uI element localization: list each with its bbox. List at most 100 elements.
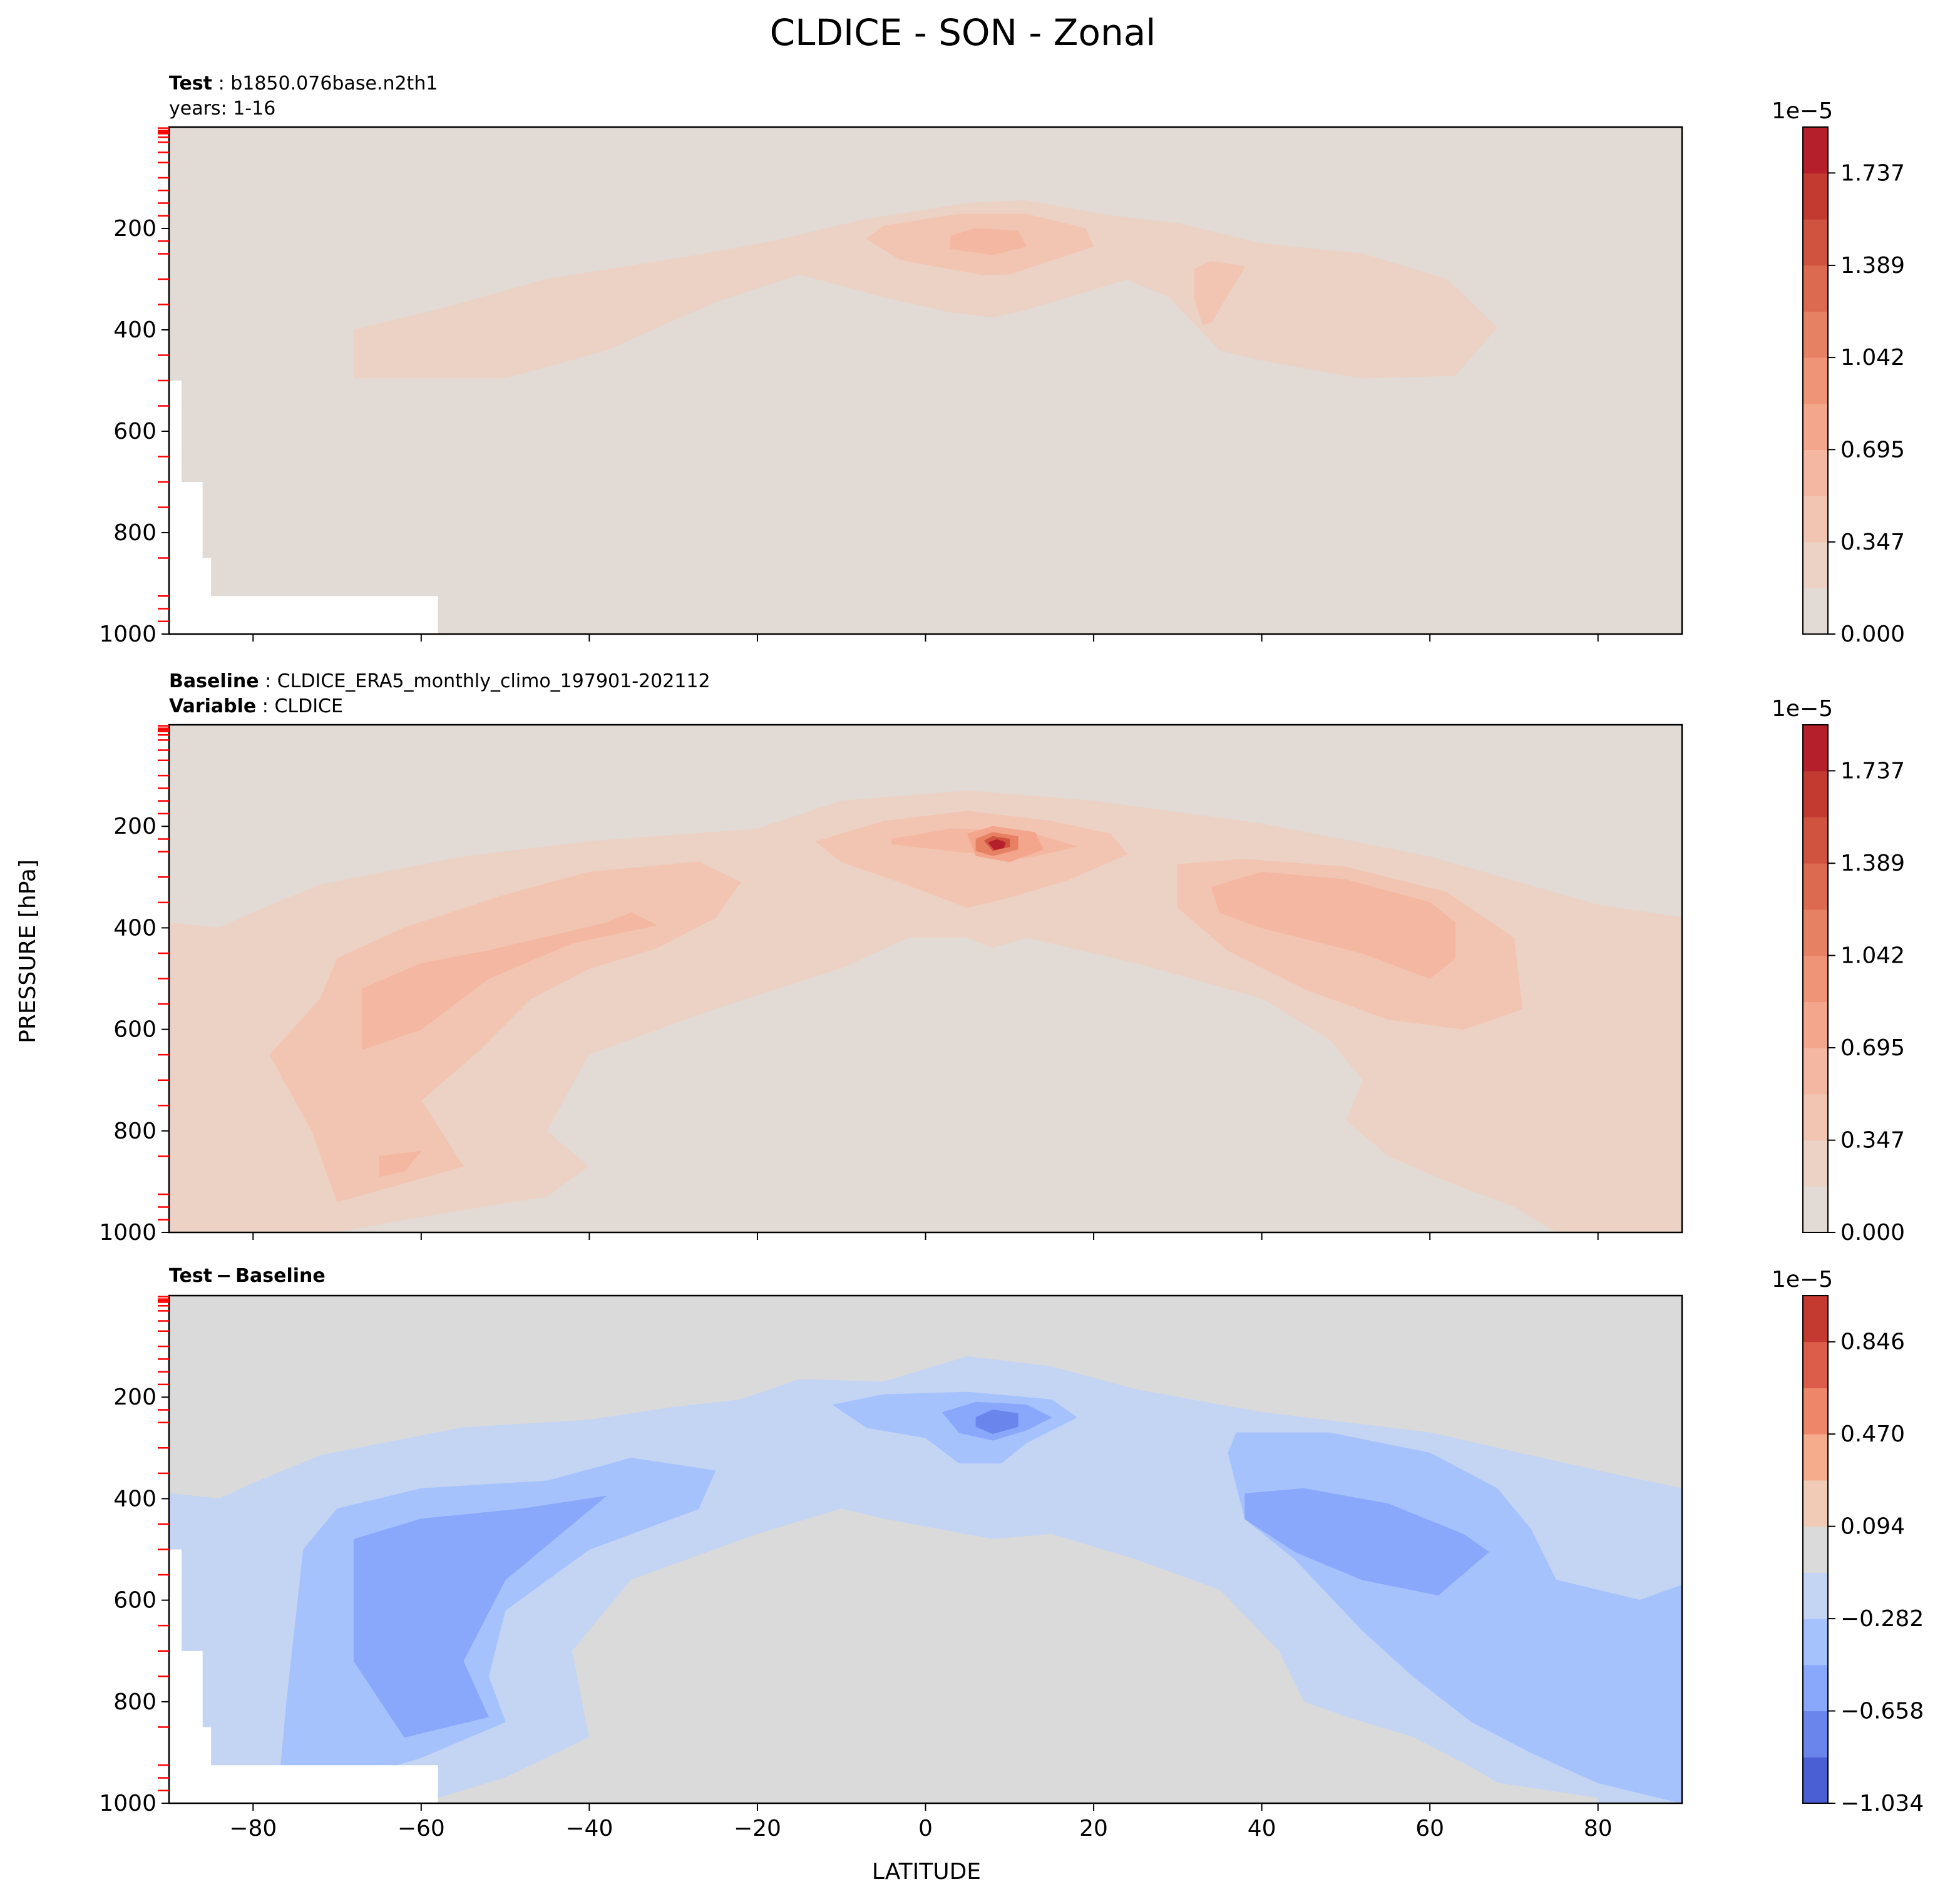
y-tick-label: 200 bbox=[113, 814, 156, 839]
y-tick-label: 800 bbox=[113, 1689, 156, 1715]
panel-header-line1: Test − Baseline bbox=[169, 1265, 326, 1287]
panel-header-line1: Test : b1850.076base.n2th1 bbox=[169, 73, 438, 95]
colorbar-tick-label: 0.000 bbox=[1840, 1220, 1905, 1246]
y-tick-label: 800 bbox=[113, 1118, 156, 1144]
colorbar-tick-label: 0.094 bbox=[1840, 1514, 1905, 1540]
x-axis-label: LATITUDE bbox=[872, 1859, 981, 1885]
colorbar-tick-label: 0.347 bbox=[1840, 1128, 1905, 1154]
colorbar-segment bbox=[1803, 725, 1828, 772]
colorbar-tick-label: 1.389 bbox=[1840, 253, 1905, 279]
colorbar-frame bbox=[1802, 724, 1829, 1233]
colorbar-segment bbox=[1803, 1001, 1828, 1048]
y-tick-label: 200 bbox=[113, 1385, 156, 1410]
colorbar-tick-label: −0.282 bbox=[1840, 1606, 1924, 1632]
colorbar-tick-label: 0.000 bbox=[1840, 622, 1905, 647]
panel-header-value: b1850.076base.n2th1 bbox=[230, 73, 438, 95]
colorbar-frame bbox=[1802, 1295, 1829, 1804]
panel-test: Test : b1850.076base.n2th1 years: 1-16 200… bbox=[99, 73, 1905, 647]
contour-region bbox=[438, 1508, 1599, 1804]
colorbar-segment bbox=[1803, 219, 1828, 266]
colorbar-segment bbox=[1803, 1711, 1828, 1758]
contour-region bbox=[988, 839, 1006, 851]
panel-header-label: Baseline bbox=[169, 670, 259, 692]
contour-region bbox=[353, 1495, 607, 1738]
contour-region bbox=[975, 1409, 1018, 1435]
colorbar-segment bbox=[1803, 1619, 1828, 1666]
contour-region bbox=[1194, 261, 1246, 325]
colorbar-segment bbox=[1803, 1434, 1828, 1481]
contour-region bbox=[1211, 871, 1455, 980]
y-tick-label: 800 bbox=[113, 520, 156, 546]
colorbar-segment bbox=[1803, 1526, 1828, 1573]
colorbar-segment bbox=[1803, 265, 1828, 312]
contour-region bbox=[362, 912, 658, 1050]
colorbar-exponent: 1e−5 bbox=[1772, 1267, 1833, 1292]
colorbar-tick-label: 1.042 bbox=[1840, 943, 1905, 969]
contour-region bbox=[815, 811, 1128, 908]
colorbar-tick-label: 0.347 bbox=[1840, 530, 1905, 555]
y-tick-label: 400 bbox=[113, 915, 156, 941]
contour-region bbox=[950, 228, 1027, 255]
colorbar-segment bbox=[1803, 1388, 1828, 1435]
missing-data-mask bbox=[169, 381, 438, 634]
colorbar-tick-label: 1.042 bbox=[1840, 345, 1905, 371]
colorbar-tick-label: 0.470 bbox=[1840, 1421, 1905, 1447]
contour-region bbox=[1244, 1488, 1490, 1596]
colorbar-frame bbox=[1802, 126, 1829, 635]
panel-header-label: Test bbox=[169, 73, 212, 95]
colorbar-segment bbox=[1803, 449, 1828, 496]
x-tick-label: 20 bbox=[1079, 1816, 1108, 1841]
panel-header-line1: Baseline : CLDICE_ERA5_monthly_climo_197… bbox=[169, 670, 711, 692]
x-tick-label: −60 bbox=[398, 1816, 445, 1841]
x-tick-label: 80 bbox=[1584, 1816, 1613, 1841]
contour-region bbox=[269, 861, 741, 1202]
colorbar-segment bbox=[1803, 909, 1828, 956]
y-tick-label: 1000 bbox=[99, 1220, 156, 1246]
panel-header-value: years: 1-16 bbox=[169, 98, 275, 120]
colorbar-segment bbox=[1803, 357, 1828, 404]
colorbar-tick-label: −0.658 bbox=[1840, 1699, 1924, 1724]
contour-region bbox=[379, 1150, 422, 1177]
colorbar-segment bbox=[1803, 817, 1828, 864]
x-tick-label: −20 bbox=[734, 1816, 781, 1841]
colorbar-exponent: 1e−5 bbox=[1772, 98, 1833, 124]
x-tick-label: 0 bbox=[918, 1816, 933, 1841]
colorbar-segment bbox=[1803, 1186, 1828, 1233]
x-tick-label: 60 bbox=[1415, 1816, 1444, 1841]
colorbar-segment bbox=[1803, 496, 1828, 543]
y-tick-label: 1000 bbox=[99, 622, 156, 647]
colorbar-tick-label: 1.389 bbox=[1840, 851, 1905, 876]
colorbar-tick-label: 0.695 bbox=[1840, 1035, 1905, 1061]
panel-header-separator: : bbox=[259, 670, 277, 692]
colorbar-tick-label: 0.846 bbox=[1840, 1329, 1905, 1355]
colorbar-segment bbox=[1803, 1480, 1828, 1527]
panel-header-line2: Variable : CLDICE bbox=[169, 695, 343, 717]
y-axis-label: PRESSURE [hPa] bbox=[15, 859, 41, 1043]
panel-header-value: CLDICE bbox=[274, 695, 343, 717]
colorbar-exponent: 1e−5 bbox=[1772, 696, 1833, 722]
colorbar-segment bbox=[1803, 311, 1828, 358]
colorbar-segment bbox=[1803, 770, 1828, 817]
y-tick-label: 200 bbox=[113, 216, 156, 242]
colorbar-tick-label: 1.737 bbox=[1840, 160, 1905, 186]
plot-background bbox=[169, 127, 1682, 634]
y-tick-label: 600 bbox=[113, 1588, 156, 1614]
colorbar-segment bbox=[1803, 541, 1828, 588]
colorbar-segment bbox=[1803, 127, 1828, 174]
colorbar-segment bbox=[1803, 1296, 1828, 1343]
colorbar-segment bbox=[1803, 955, 1828, 1002]
colorbar-segment bbox=[1803, 1140, 1828, 1187]
colorbar-segment bbox=[1803, 1664, 1828, 1712]
colorbar-segment bbox=[1803, 1341, 1828, 1388]
y-tick-label: 600 bbox=[113, 1017, 156, 1043]
x-tick-label: 40 bbox=[1248, 1816, 1276, 1841]
panel-header-label: Variable bbox=[169, 695, 256, 717]
x-tick-label: −40 bbox=[565, 1816, 613, 1841]
colorbar-tick-label: 1.737 bbox=[1840, 758, 1905, 784]
y-tick-label: 1000 bbox=[99, 1791, 156, 1816]
panel-header-line2: years: 1-16 bbox=[169, 98, 275, 120]
colorbar-segment bbox=[1803, 403, 1828, 450]
